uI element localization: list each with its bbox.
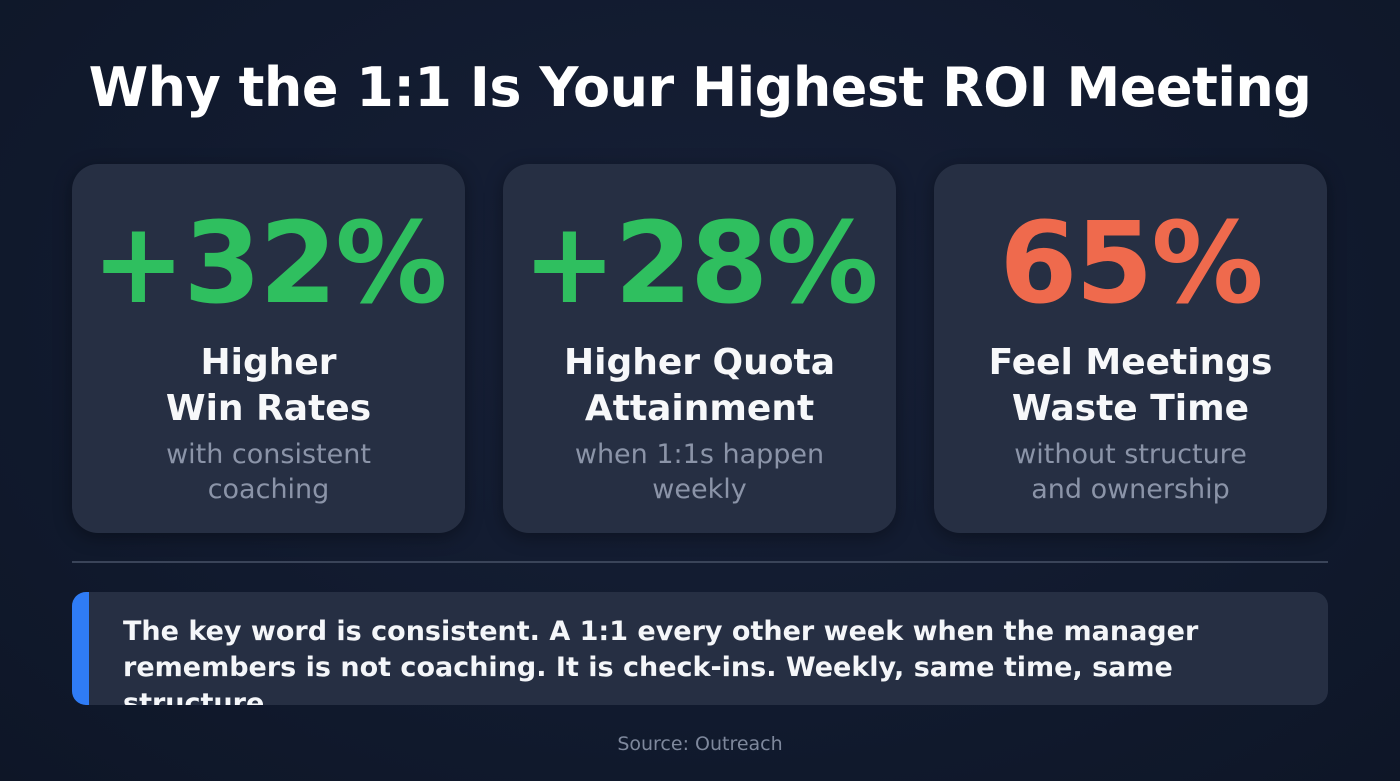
stat-value: +32%: [91, 199, 448, 329]
page-title: Why the 1:1 Is Your Highest ROI Meeting: [88, 56, 1312, 119]
callout-accent-bar: [72, 592, 89, 705]
stat-subtext-line: and ownership: [1031, 474, 1230, 505]
section-divider: [72, 561, 1328, 563]
stat-label-line: Waste Time: [1011, 388, 1250, 429]
stat-label-line: Feel Meetings: [988, 342, 1273, 383]
stat-subtext: when 1:1s happen weekly: [503, 437, 896, 507]
stat-subtext-line: weekly: [652, 474, 747, 505]
stat-label-line: Attainment: [584, 388, 815, 429]
stat-subtext: without structure and ownership: [934, 437, 1327, 507]
callout-line: remembers is not coaching. It is check-i…: [123, 652, 1173, 705]
stat-cards: +32% Higher Win Rates with consistent co…: [72, 164, 1327, 533]
callout-box: The key word is consistent. A 1:1 every …: [72, 592, 1328, 705]
stat-card-win-rates: +32% Higher Win Rates with consistent co…: [72, 164, 465, 533]
stat-label: Higher Quota Attainment: [503, 340, 896, 432]
stat-subtext-line: without structure: [1014, 439, 1247, 470]
stat-value: 65%: [999, 199, 1263, 329]
stat-subtext-line: when 1:1s happen: [574, 439, 825, 470]
stat-value: +28%: [522, 199, 879, 329]
stat-label-line: Higher: [200, 342, 337, 383]
stat-subtext-line: with consistent: [166, 439, 371, 470]
callout-text: The key word is consistent. A 1:1 every …: [123, 614, 1288, 705]
source-attribution: Source: Outreach: [617, 733, 783, 755]
stat-card-meetings-waste-time: 65% Feel Meetings Waste Time without str…: [934, 164, 1327, 533]
callout-line: The key word is consistent. A 1:1 every …: [123, 616, 1199, 647]
stat-label: Feel Meetings Waste Time: [934, 340, 1327, 432]
stat-label: Higher Win Rates: [72, 340, 465, 432]
stat-label-line: Win Rates: [165, 388, 372, 429]
stat-card-quota-attainment: +28% Higher Quota Attainment when 1:1s h…: [503, 164, 896, 533]
stat-subtext-line: coaching: [207, 474, 330, 505]
stat-label-line: Higher Quota: [563, 342, 836, 383]
stat-subtext: with consistent coaching: [72, 437, 465, 507]
